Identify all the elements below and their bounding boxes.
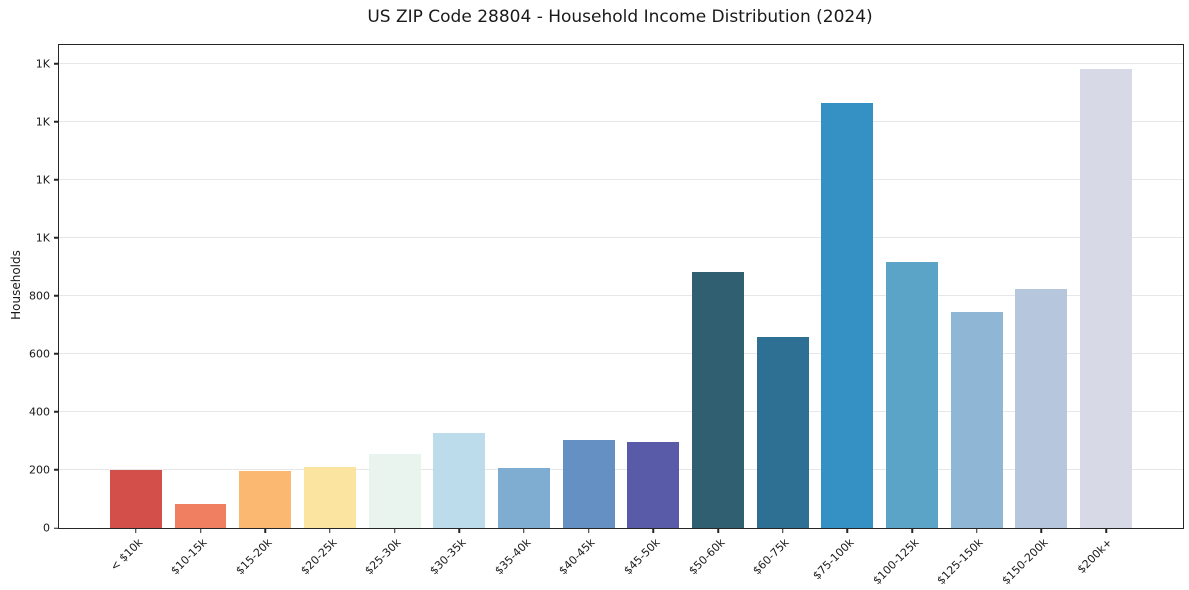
x-tick-label: $25-30k <box>362 536 404 578</box>
y-tick-mark <box>54 295 59 297</box>
plot-area: 0 200 400 600 800 1K 1K 1K 1K < $10k $10-15k $15-20… <box>29 44 1184 587</box>
bar--75-100k <box>821 103 874 528</box>
bar--35-40k <box>498 467 550 528</box>
gridline <box>59 120 1183 122</box>
x-tick-mark <box>781 528 784 533</box>
x-tick-label: $40-45k <box>556 536 598 578</box>
x-tick-mark <box>717 528 719 533</box>
bar--20-25k <box>304 467 356 528</box>
x-tick-label: $200k+ <box>1075 536 1116 577</box>
x-tick-mark <box>264 528 267 533</box>
gridline <box>59 410 1183 412</box>
x-tick-mark <box>135 528 137 533</box>
x-tick-label: $125-150k <box>934 536 986 588</box>
bar--25-30k <box>368 454 421 528</box>
x-tick-mark <box>1040 528 1043 533</box>
x-tick-label: $100-125k <box>870 536 922 588</box>
y-tick-mark <box>54 527 59 529</box>
y-tick-mark <box>54 121 59 123</box>
x-tick-label: $10-15k <box>168 536 210 578</box>
y-tick-label: 800 <box>29 289 50 303</box>
y-tick-mark <box>54 353 59 355</box>
x-tick-mark <box>846 528 849 533</box>
x-tick-label: $60-75k <box>750 536 792 578</box>
bar--40-45k <box>562 440 615 528</box>
x-tick-label: $30-35k <box>427 536 469 578</box>
x-tick-label: $15-20k <box>233 536 275 578</box>
chart-title: US ZIP Code 28804 - Household Income Dis… <box>367 7 873 27</box>
x-tick-label: $45-50k <box>621 536 663 578</box>
gridline <box>59 236 1183 238</box>
bar--125-150k <box>950 312 1003 528</box>
y-tick-mark <box>54 411 59 413</box>
bar--50-60k <box>692 272 744 528</box>
bar--15-20k <box>239 471 292 528</box>
x-tick-mark <box>329 528 331 533</box>
bar--10-15k <box>174 503 227 528</box>
gridline <box>59 294 1183 296</box>
y-tick-label: 1K <box>35 57 50 71</box>
y-tick-label: 400 <box>29 405 50 419</box>
x-tick-mark <box>975 528 978 533</box>
gridline <box>59 178 1183 180</box>
y-tick-mark <box>54 179 59 181</box>
x-tick-label: $35-40k <box>491 536 534 578</box>
x-tick-mark <box>911 528 913 533</box>
x-tick-label: $50-60k <box>685 536 728 578</box>
gridline <box>59 468 1183 470</box>
bar--100-125k <box>886 262 938 528</box>
x-tick-mark <box>587 528 590 533</box>
y-axis-label: Households <box>9 250 23 320</box>
y-tick-mark <box>54 63 59 65</box>
y-tick-label: 200 <box>29 463 50 477</box>
y-tick-label: 0 <box>43 521 50 535</box>
bar--60-75k <box>756 337 809 528</box>
bar--200k+ <box>1080 69 1132 528</box>
gridline <box>59 62 1183 64</box>
x-tick-label: $20-25k <box>297 536 340 578</box>
y-tick-mark <box>54 237 59 239</box>
x-tick-mark <box>523 528 525 533</box>
bar--150-200k <box>1015 288 1068 528</box>
bar--45-50k <box>627 442 680 528</box>
x-tick-label: < $10k <box>107 536 146 574</box>
x-tick-label: $150-200k <box>999 536 1051 588</box>
gridline <box>59 352 1183 354</box>
x-tick-mark <box>393 528 396 533</box>
x-tick-mark <box>199 528 202 533</box>
y-tick-label: 1K <box>35 173 50 187</box>
y-tick-label: 1K <box>35 115 50 129</box>
x-tick-mark <box>458 528 461 533</box>
x-tick-mark <box>1105 528 1107 533</box>
x-tick-label: $75-100k <box>810 536 857 583</box>
y-tick-mark <box>54 469 59 471</box>
y-tick-label: 600 <box>29 347 50 361</box>
y-tick-label: 1K <box>35 231 50 245</box>
bar--30-35k <box>433 433 486 528</box>
x-tick-mark <box>652 528 655 533</box>
bar--10k <box>110 469 162 528</box>
